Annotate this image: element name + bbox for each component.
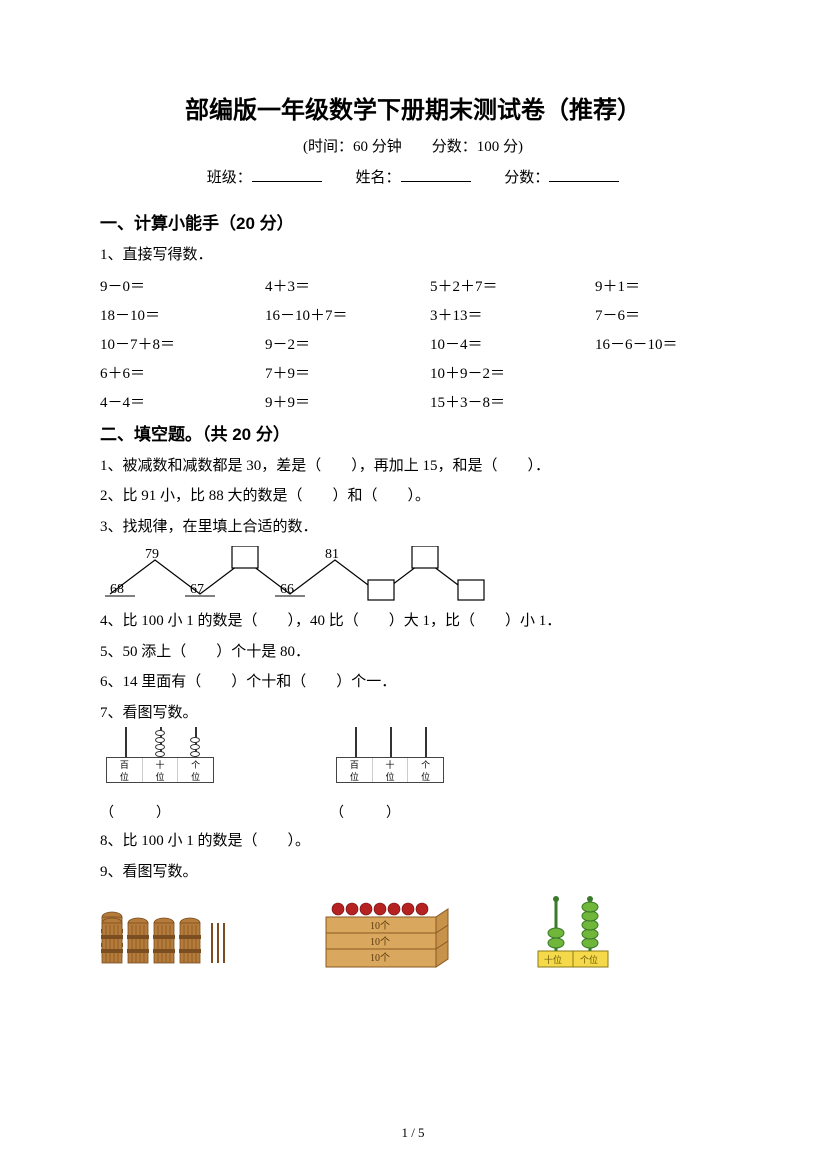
calc-cell: 18－10＝ xyxy=(100,304,265,325)
pattern-figure: 68 67 66 79 81 xyxy=(100,546,540,602)
bundles-figure xyxy=(100,909,250,971)
calc-cell xyxy=(595,362,735,383)
s2-q1: 1、被减数和减数都是 30，差是（ ），再加上 15，和是（ ）． xyxy=(100,455,726,478)
section-2-head: 二、填空题。（共 20 分） xyxy=(100,420,726,445)
name-label: 姓名： xyxy=(355,170,400,186)
abacus-left: 百位 十位 个位 （ ） xyxy=(100,732,220,822)
abacus-col: 百位 xyxy=(337,758,373,782)
s2-q5: 5、50 添上（ ）个十是 80． xyxy=(100,641,726,664)
calc-cell: 16－10＋7＝ xyxy=(265,304,430,325)
abacus-answer: （ ） xyxy=(100,802,220,822)
class-label: 班级： xyxy=(207,170,252,186)
s1-q1-label: 1、直接写得数． xyxy=(100,244,726,267)
s2-q6: 6、14 里面有（ ）个十和（ ）个一． xyxy=(100,671,726,694)
class-blank xyxy=(252,168,322,182)
calc-cell: 10－7＋8＝ xyxy=(100,333,265,354)
calc-cell: 9－2＝ xyxy=(265,333,430,354)
calc-cell: 9＋9＝ xyxy=(265,391,430,412)
abacus-col: 十位 xyxy=(373,758,409,782)
s2-q7: 7、看图写数。 xyxy=(100,702,726,725)
calc-row: 9－0＝4＋3＝5＋2＋7＝9＋1＝ xyxy=(100,275,726,296)
calc-row: 6＋6＝7＋9＝10＋9－2＝ xyxy=(100,362,726,383)
crate-figure: 10个 10个 10个 xyxy=(320,899,460,971)
abacus-col: 百位 xyxy=(107,758,143,782)
page-footer: 1 / 5 xyxy=(0,1125,826,1141)
calc-cell: 9＋1＝ xyxy=(595,275,735,296)
calc-row: 4－4＝9＋9＝15＋3－8＝ xyxy=(100,391,726,412)
abacus-row: 百位 十位 个位 （ ） 百位 十位 个位 （ ） xyxy=(100,732,726,822)
calc-cell: 15＋3－8＝ xyxy=(430,391,595,412)
calc-cell: 10＋9－2＝ xyxy=(430,362,595,383)
calc-cell: 7－6＝ xyxy=(595,304,735,325)
svg-text:十位: 十位 xyxy=(544,954,562,965)
svg-text:79: 79 xyxy=(145,547,159,562)
calc-cell: 9－0＝ xyxy=(100,275,265,296)
info-line: 班级： 姓名： 分数： xyxy=(100,166,726,187)
calc-cell xyxy=(595,391,735,412)
svg-text:68: 68 xyxy=(110,582,124,597)
s2-q9: 9、看图写数。 xyxy=(100,861,726,884)
s2-q3: 3、找规律，在里填上合适的数． xyxy=(100,516,726,539)
section-1-head: 一、计算小能手（20 分） xyxy=(100,209,726,234)
svg-text:81: 81 xyxy=(325,547,339,562)
abacus-col: 十位 xyxy=(143,758,179,782)
s2-q2: 2、比 91 小，比 88 大的数是（ ）和（ ）。 xyxy=(100,485,726,508)
s2-q4: 4、比 100 小 1 的数是（ ），40 比（ ）大 1，比（ ）小 1． xyxy=(100,610,726,633)
calc-cell: 7＋9＝ xyxy=(265,362,430,383)
score-blank xyxy=(549,168,619,182)
abacus-col: 个位 xyxy=(178,758,213,782)
svg-text:10个: 10个 xyxy=(370,952,390,964)
calc-cell: 10－4＝ xyxy=(430,333,595,354)
calc-row: 18－10＝16－10＋7＝3＋13＝7－6＝ xyxy=(100,304,726,325)
calc-row: 10－7＋8＝9－2＝10－4＝16－6－10＝ xyxy=(100,333,726,354)
q9-figures: 10个 10个 10个 十位 个位 xyxy=(100,893,726,971)
svg-text:66: 66 xyxy=(280,582,294,597)
name-blank xyxy=(401,168,471,182)
calc-table: 9－0＝4＋3＝5＋2＋7＝9＋1＝ 18－10＝16－10＋7＝3＋13＝7－6… xyxy=(100,275,726,412)
svg-text:个位: 个位 xyxy=(580,954,598,965)
calc-cell: 4－4＝ xyxy=(100,391,265,412)
abacus-col: 个位 xyxy=(408,758,443,782)
svg-text:67: 67 xyxy=(190,582,204,597)
calc-cell: 4＋3＝ xyxy=(265,275,430,296)
page-title: 部编版一年级数学下册期末测试卷（推荐） xyxy=(100,90,726,125)
subtitle: (时间：60 分钟 分数：100 分) xyxy=(100,135,726,156)
calc-cell: 3＋13＝ xyxy=(430,304,595,325)
score-label: 分数： xyxy=(504,170,549,186)
abacus-answer: （ ） xyxy=(330,802,450,822)
calc-cell: 16－6－10＝ xyxy=(595,333,735,354)
calc-cell: 5＋2＋7＝ xyxy=(430,275,595,296)
small-abacus-figure: 十位 个位 xyxy=(530,893,620,971)
svg-text:10个: 10个 xyxy=(370,920,390,932)
svg-text:10个: 10个 xyxy=(370,936,390,948)
abacus-right: 百位 十位 个位 （ ） xyxy=(330,732,450,822)
calc-cell: 6＋6＝ xyxy=(100,362,265,383)
s2-q8: 8、比 100 小 1 的数是（ ）。 xyxy=(100,830,726,853)
